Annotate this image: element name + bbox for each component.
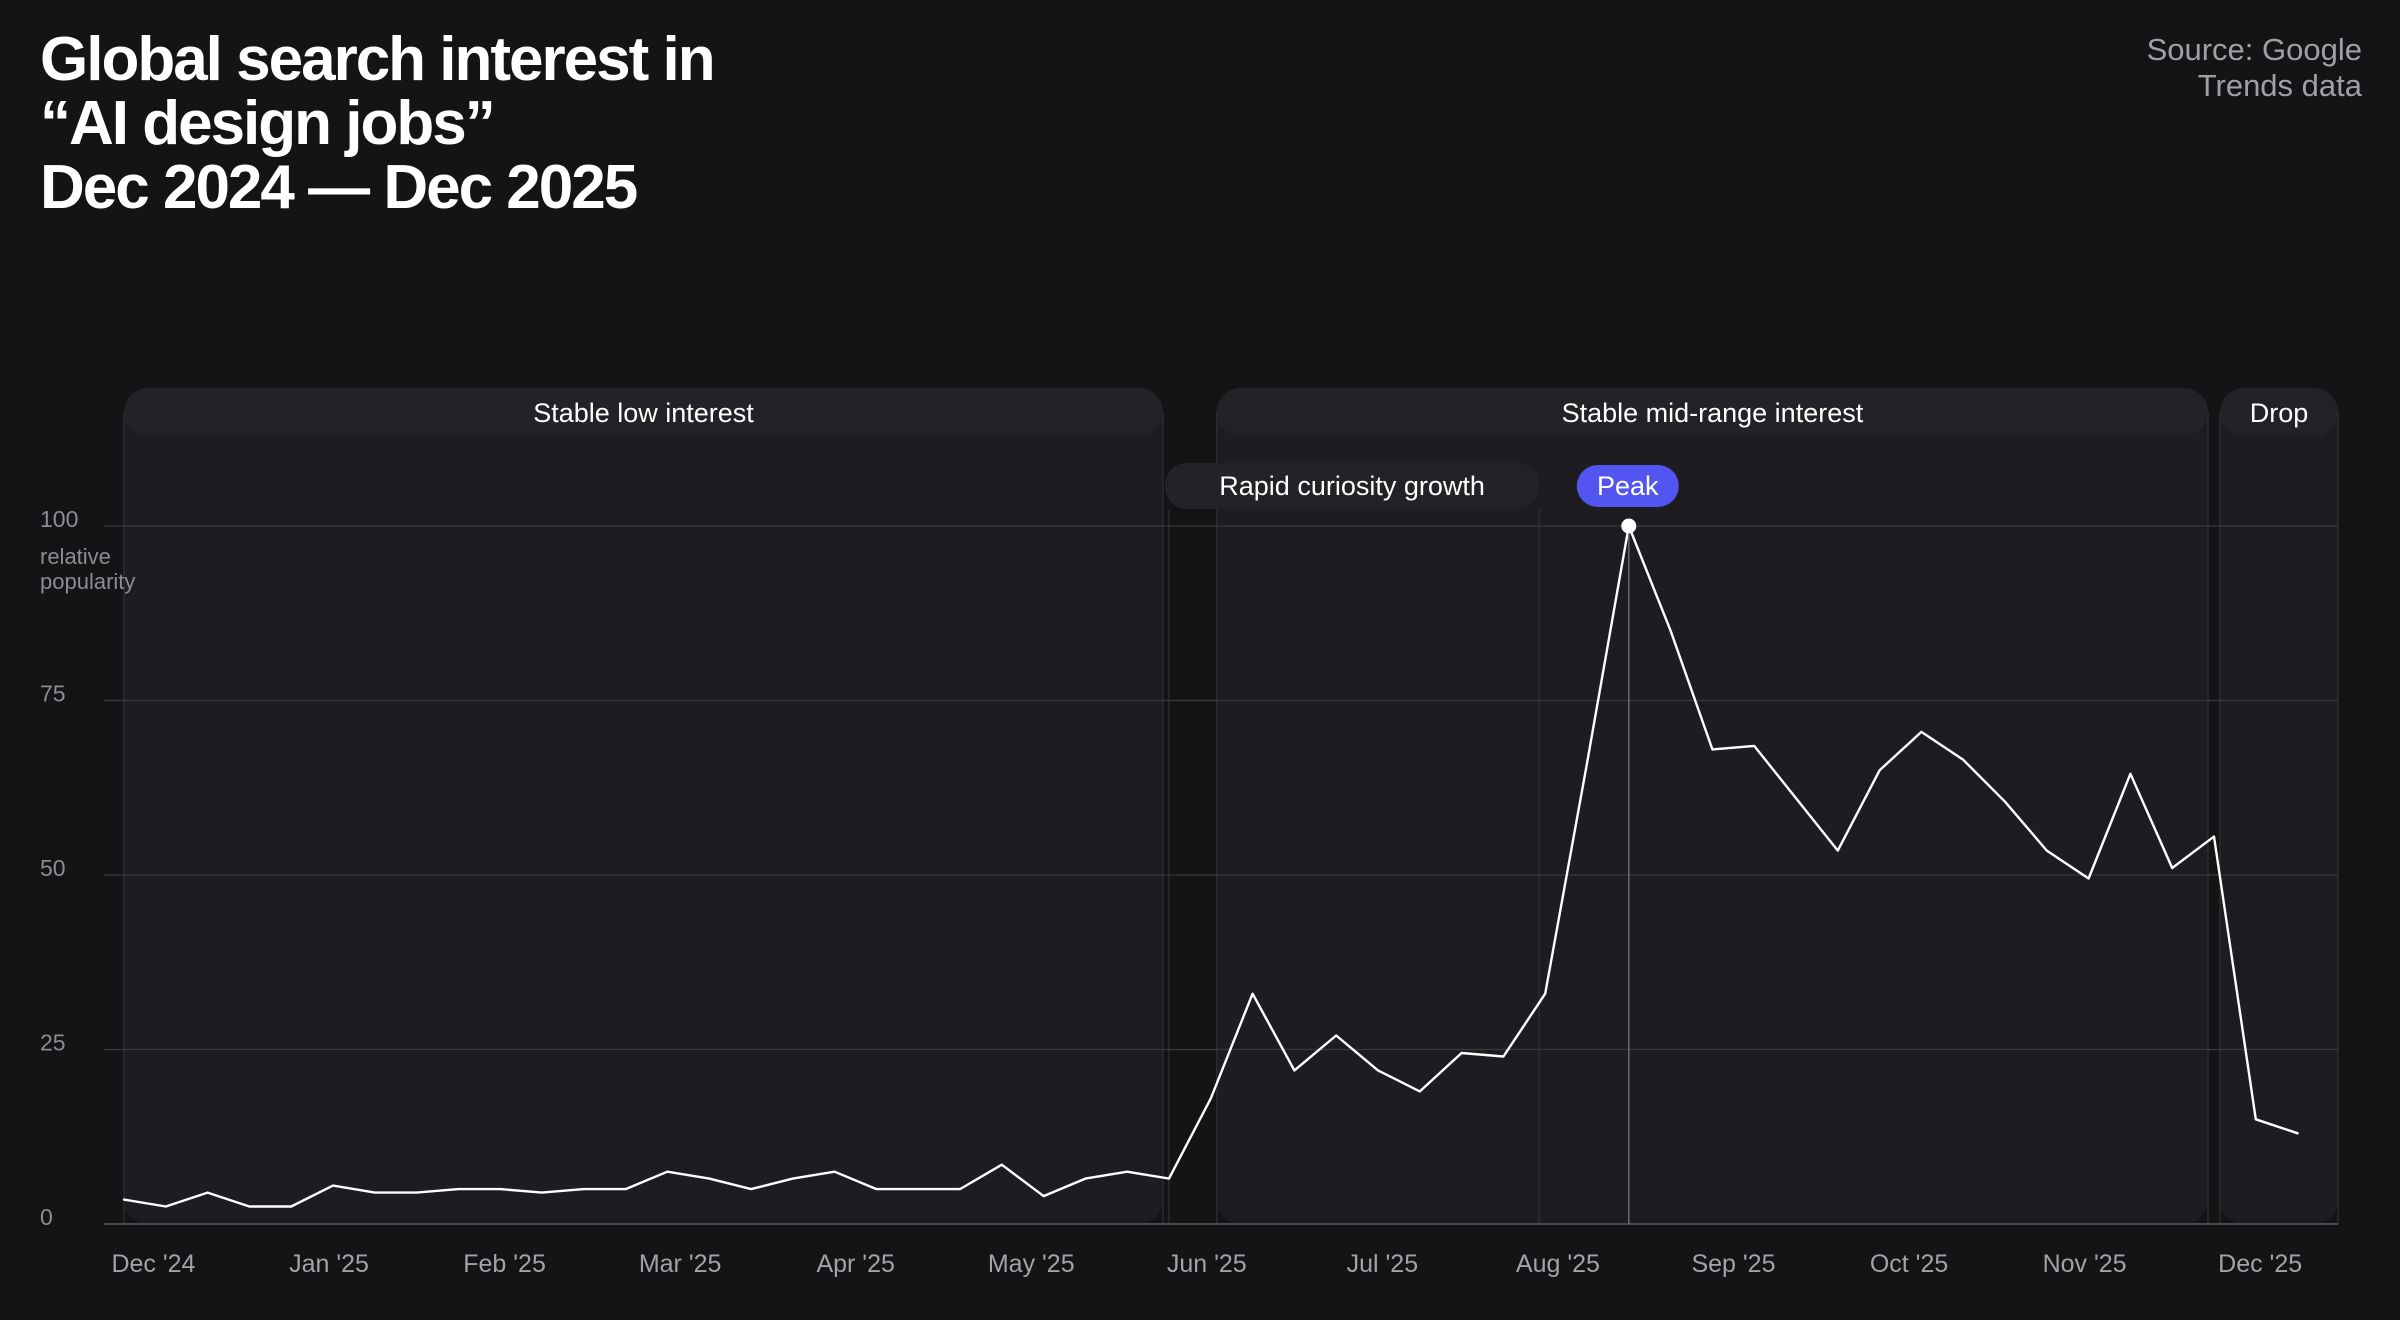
x-tick-label: Feb '25: [463, 1250, 546, 1278]
phase-bands: Stable low interest Stable mid-range inte…: [123, 388, 2339, 1224]
phase-label: Drop: [2250, 398, 2309, 428]
x-tick-label: Dec '24: [111, 1250, 195, 1278]
phase-label: Stable mid-range interest: [1562, 398, 1864, 428]
phase-band-header: [124, 388, 1163, 436]
phase-band-header: [1216, 388, 2208, 436]
x-tick-label: Aug '25: [1516, 1250, 1600, 1278]
phase-band: [1216, 388, 2208, 1224]
phase-pill: [1165, 463, 1540, 509]
y-tick-label: 0: [40, 1204, 53, 1230]
gridlines: [104, 525, 2338, 1225]
chart-title: Global search interest in “AI design job…: [40, 28, 940, 220]
y-tick-label: 75: [40, 681, 66, 707]
x-tick-label: Oct '25: [1870, 1250, 1948, 1278]
x-tick-label: Mar '25: [639, 1250, 722, 1278]
series-line-group: [122, 524, 2299, 1208]
source-note-line: Source: Google: [2146, 32, 2362, 67]
y-tick-label: 50: [40, 855, 66, 881]
peak-badge-label: Peak: [1597, 471, 1659, 501]
source-note: Source: Google Trends data: [2032, 32, 2362, 104]
series-line: [122, 524, 2299, 1208]
annotations: Peak: [1576, 465, 1679, 1224]
phase-band: [124, 388, 1163, 1224]
x-tick-label: Sep '25: [1691, 1250, 1775, 1278]
x-tick-label: Dec '25: [2218, 1250, 2302, 1278]
x-tick-label: May '25: [988, 1250, 1075, 1278]
x-tick-label: Jun '25: [1167, 1250, 1247, 1278]
phase-label: Rapid curiosity growth: [1219, 471, 1485, 501]
x-axis-ticks: Dec '24 Jan '25 Feb '25 Mar '25 Apr '25 May '…: [111, 1250, 2302, 1278]
peak-marker: [1621, 518, 1637, 534]
x-tick-label: Jul '25: [1347, 1250, 1418, 1278]
chart-title-line: “AI design jobs”: [40, 89, 496, 158]
x-tick-label: Apr '25: [816, 1250, 894, 1278]
source-note-line: Trends data: [2197, 68, 2362, 103]
y-tick-label: 25: [40, 1030, 66, 1056]
chart-title-line: Global search interest in: [40, 25, 716, 94]
y-tick-label: 100: [40, 506, 78, 532]
peak-badge: [1576, 465, 1679, 507]
chart-title-line: Dec 2024 — Dec 2025: [40, 153, 638, 222]
phase-band-header: [2220, 388, 2338, 436]
x-tick-label: Jan '25: [289, 1250, 369, 1278]
phase-band: [2220, 388, 2338, 1224]
y-axis-ticks: 0 25 50 75 100: [40, 506, 78, 1230]
phase-label: Stable low interest: [533, 398, 754, 428]
y-axis-label: relative popularity: [40, 544, 135, 594]
x-tick-label: Nov '25: [2043, 1250, 2127, 1278]
